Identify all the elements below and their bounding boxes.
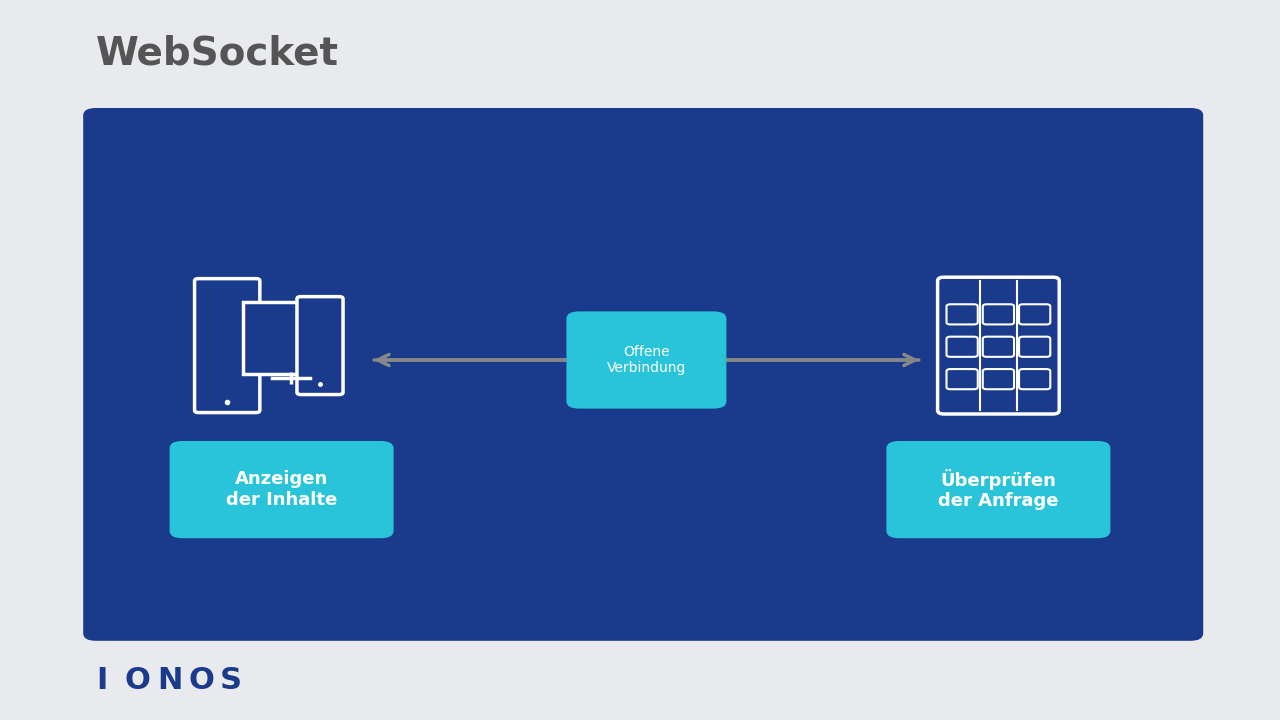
- FancyBboxPatch shape: [983, 337, 1014, 357]
- FancyBboxPatch shape: [1019, 369, 1051, 390]
- Text: WebSocket: WebSocket: [96, 34, 339, 72]
- FancyBboxPatch shape: [946, 369, 978, 390]
- Text: N: N: [157, 666, 183, 695]
- FancyBboxPatch shape: [983, 305, 1014, 325]
- FancyBboxPatch shape: [243, 302, 339, 374]
- Text: Offene
Verbindung: Offene Verbindung: [607, 345, 686, 375]
- FancyBboxPatch shape: [1019, 337, 1051, 357]
- FancyBboxPatch shape: [297, 297, 343, 395]
- Text: O: O: [188, 666, 214, 695]
- Text: Überprüfen
der Anfrage: Überprüfen der Anfrage: [938, 469, 1059, 510]
- Text: O: O: [124, 666, 150, 695]
- FancyBboxPatch shape: [946, 305, 978, 325]
- FancyBboxPatch shape: [566, 311, 727, 409]
- FancyBboxPatch shape: [195, 279, 260, 413]
- Text: I: I: [96, 666, 108, 695]
- FancyBboxPatch shape: [83, 108, 1203, 641]
- FancyBboxPatch shape: [170, 441, 394, 539]
- FancyBboxPatch shape: [937, 277, 1060, 414]
- FancyBboxPatch shape: [1019, 305, 1051, 325]
- FancyBboxPatch shape: [946, 337, 978, 357]
- FancyBboxPatch shape: [983, 369, 1014, 390]
- FancyBboxPatch shape: [886, 441, 1110, 539]
- Text: S: S: [220, 666, 242, 695]
- Text: Anzeigen
der Inhalte: Anzeigen der Inhalte: [227, 470, 337, 509]
